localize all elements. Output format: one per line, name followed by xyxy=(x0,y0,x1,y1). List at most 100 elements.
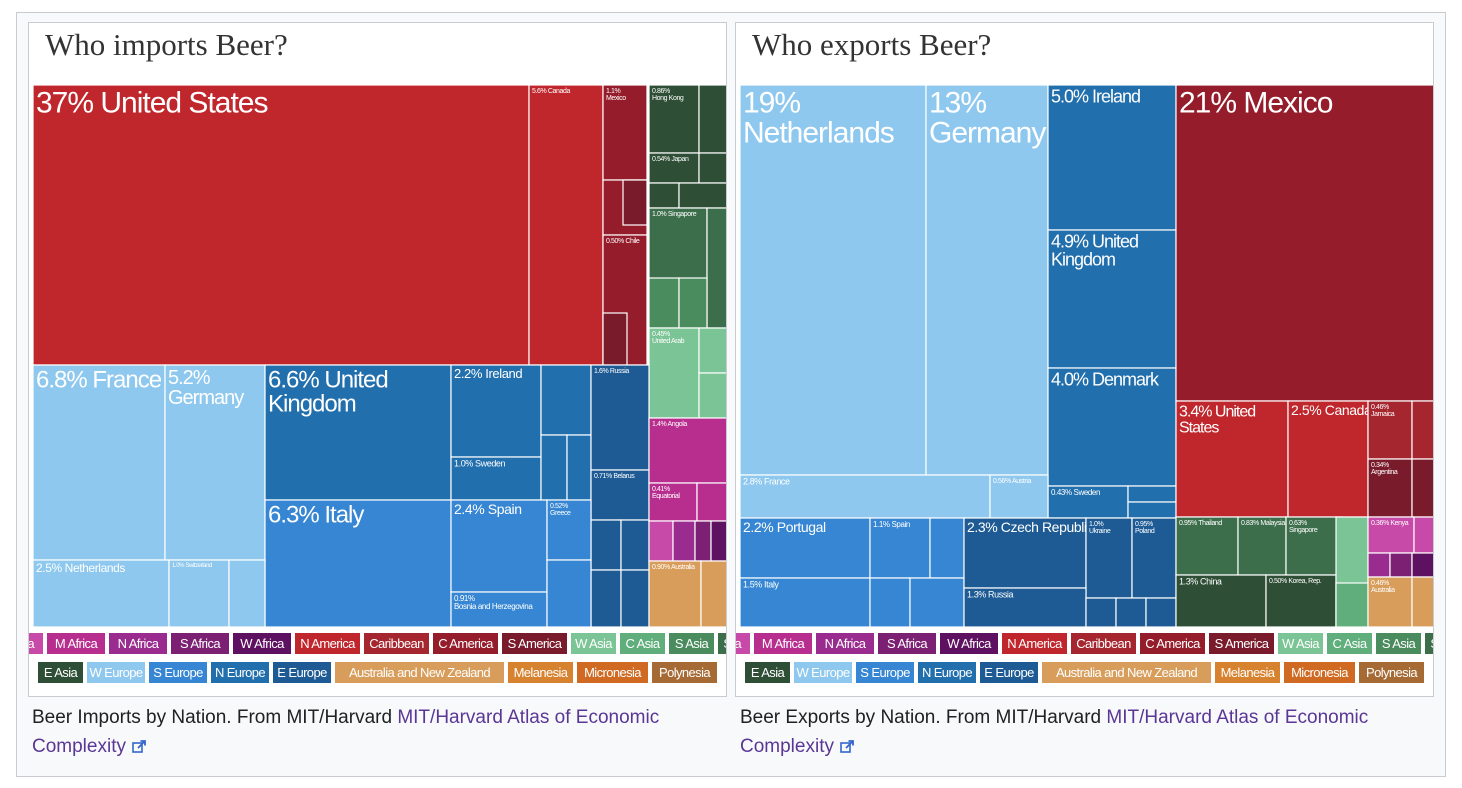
legend-chip-s-asia[interactable]: S Asia xyxy=(1376,633,1421,654)
tile-ukraine: 1.0% Ukraine xyxy=(1085,517,1133,599)
tile-rect xyxy=(698,152,726,184)
tile-label-hongkong: 0.86% Hong Kong xyxy=(652,88,684,102)
legend-chip-caribbean[interactable]: Caribbean xyxy=(364,633,429,654)
legend-chip-n-america[interactable]: N America xyxy=(1002,633,1067,654)
legend-chip-c-america[interactable]: C America xyxy=(1140,633,1205,654)
tile-rect xyxy=(1175,516,1239,576)
tile-minor-25 xyxy=(540,364,592,436)
legend-chip-w-africa[interactable]: W Africa xyxy=(940,633,998,654)
legend-chip-caribbean[interactable]: Caribbean xyxy=(1071,633,1136,654)
tile-germany: 5.2% Germany xyxy=(164,364,266,561)
tile-minor-8 xyxy=(698,84,726,154)
imports-caption-link[interactable]: MIT/Harvard Atlas of Economic Complexity xyxy=(32,707,660,757)
legend-chip-e-africa[interactable]: E Africa xyxy=(736,633,750,654)
legend-chip-e-europe[interactable]: E Europe xyxy=(273,662,331,683)
legend-chip-c-america[interactable]: C America xyxy=(433,633,498,654)
legend-chip-polynesia[interactable]: Polynesia xyxy=(652,662,717,683)
tile-minor-21 xyxy=(869,577,911,628)
tile-rect xyxy=(739,84,927,476)
tile-rect xyxy=(164,364,266,561)
tile-rect xyxy=(1175,574,1267,628)
tile-rect xyxy=(450,591,548,628)
tile-rect xyxy=(1287,400,1369,518)
legend-chip-micronesia[interactable]: Micronesia xyxy=(1284,662,1355,683)
tile-minor-5 xyxy=(622,179,648,226)
tile-canada: 5.6% Canada xyxy=(528,84,604,366)
legend-chip-se-asia[interactable]: SE Asia xyxy=(1425,633,1433,654)
tile-label-canada: 5.6% Canada xyxy=(532,88,571,95)
tile-label-chile: 0.50% Chile xyxy=(606,238,640,245)
tile-minor-45 xyxy=(546,559,592,628)
tile-rect xyxy=(929,517,965,579)
legend-chip-s-america[interactable]: S America xyxy=(502,633,567,654)
tile-rect xyxy=(989,474,1049,519)
tile-rect xyxy=(1285,516,1343,576)
tile-rect xyxy=(648,182,680,209)
legend-chip-w-europe[interactable]: W Europe xyxy=(87,662,145,683)
tile-minor-26 xyxy=(540,434,568,501)
legend-chip-australia-and-new-zealand[interactable]: Australia and New Zealand xyxy=(1042,662,1211,683)
tile-rect xyxy=(1265,574,1337,628)
tile-label-us: 37% United States xyxy=(36,87,267,120)
tile-label-jamaica: 0.46% Jamaica xyxy=(1371,404,1395,418)
tile-minor-33 xyxy=(620,569,650,628)
legend-chip-n-europe[interactable]: N Europe xyxy=(211,662,269,683)
tile-label-uae: 0.45% United Arab xyxy=(652,331,685,345)
tile-rect xyxy=(620,569,650,628)
tile-rect xyxy=(168,559,230,628)
tile-rect xyxy=(1047,84,1177,231)
tile-rect xyxy=(648,560,702,628)
tile-kenya: 0.36% Kenya xyxy=(1367,516,1415,554)
legend-chip-melanesia[interactable]: Melanesia xyxy=(508,662,573,683)
legend-chip-n-europe[interactable]: N Europe xyxy=(918,662,976,683)
legend-chip-s-america[interactable]: S America xyxy=(1209,633,1274,654)
legend-chip-c-asia[interactable]: C Asia xyxy=(1327,633,1372,654)
legend-chip-m-africa[interactable]: M Africa xyxy=(754,633,812,654)
legend-chip-n-africa[interactable]: N Africa xyxy=(109,633,167,654)
legend-chip-s-africa[interactable]: S Africa xyxy=(878,633,936,654)
tile-label-us: 3.4% United States xyxy=(1179,404,1255,437)
tile-minor-50 xyxy=(700,560,726,628)
legend-chip-s-asia[interactable]: S Asia xyxy=(669,633,714,654)
legend-chip-s-africa[interactable]: S Africa xyxy=(171,633,229,654)
legend-chip-m-africa[interactable]: M Africa xyxy=(47,633,105,654)
legend-chip-micronesia[interactable]: Micronesia xyxy=(577,662,648,683)
tile-rect xyxy=(546,499,592,561)
legend-chip-w-asia[interactable]: W Asia xyxy=(571,633,616,654)
tile-greece: 0.52% Greece xyxy=(546,499,592,561)
legend-chip-n-africa[interactable]: N Africa xyxy=(816,633,874,654)
legend-chip-e-asia[interactable]: E Asia xyxy=(745,662,790,683)
legend-chip-s-europe[interactable]: S Europe xyxy=(149,662,207,683)
imports-caption-text: Beer Imports by Nation. From MIT/Harvard xyxy=(32,707,398,728)
legend-chip-se-asia[interactable]: SE Asia xyxy=(718,633,726,654)
legend-chip-c-asia[interactable]: C Asia xyxy=(620,633,665,654)
tile-label-malaysia: 0.83% Malaysia xyxy=(1241,520,1285,527)
external-link-icon[interactable] xyxy=(132,739,147,754)
legend-chip-s-europe[interactable]: S Europe xyxy=(856,662,914,683)
legend-chip-e-africa[interactable]: E Africa xyxy=(29,633,43,654)
legend-chip-w-europe[interactable]: W Europe xyxy=(794,662,852,683)
tile-label-russia: 1.6% Russia xyxy=(594,368,629,375)
legend-chip-melanesia[interactable]: Melanesia xyxy=(1215,662,1280,683)
tile-rect xyxy=(602,312,628,366)
legend-chip-polynesia[interactable]: Polynesia xyxy=(1359,662,1424,683)
tile-label-spain: 2.4% Spain xyxy=(454,501,522,517)
tile-rect xyxy=(700,560,726,628)
legend-chip-e-asia[interactable]: E Asia xyxy=(38,662,83,683)
tile-rect xyxy=(706,207,726,329)
tile-rect xyxy=(1127,485,1177,503)
tile-rect xyxy=(450,456,542,501)
tile-label-netherlands: 19% Netherlands xyxy=(743,87,894,150)
tile-label-uk: 6.6% United Kingdom xyxy=(268,366,388,417)
tile-label-china: 1.3% China xyxy=(1179,577,1222,587)
tile-minor-40 xyxy=(710,520,726,562)
legend-chip-n-america[interactable]: N America xyxy=(295,633,360,654)
legend-chip-e-europe[interactable]: E Europe xyxy=(980,662,1038,683)
exports-caption-text: Beer Exports by Nation. From MIT/Harvard xyxy=(740,707,1107,728)
tile-rect xyxy=(1389,552,1413,578)
exports-caption-link[interactable]: MIT/Harvard Atlas of Economic Complexity xyxy=(740,707,1369,757)
external-link-icon[interactable] xyxy=(840,739,855,754)
legend-chip-australia-and-new-zealand[interactable]: Australia and New Zealand xyxy=(335,662,504,683)
legend-chip-w-africa[interactable]: W Africa xyxy=(233,633,291,654)
legend-chip-w-asia[interactable]: W Asia xyxy=(1278,633,1323,654)
